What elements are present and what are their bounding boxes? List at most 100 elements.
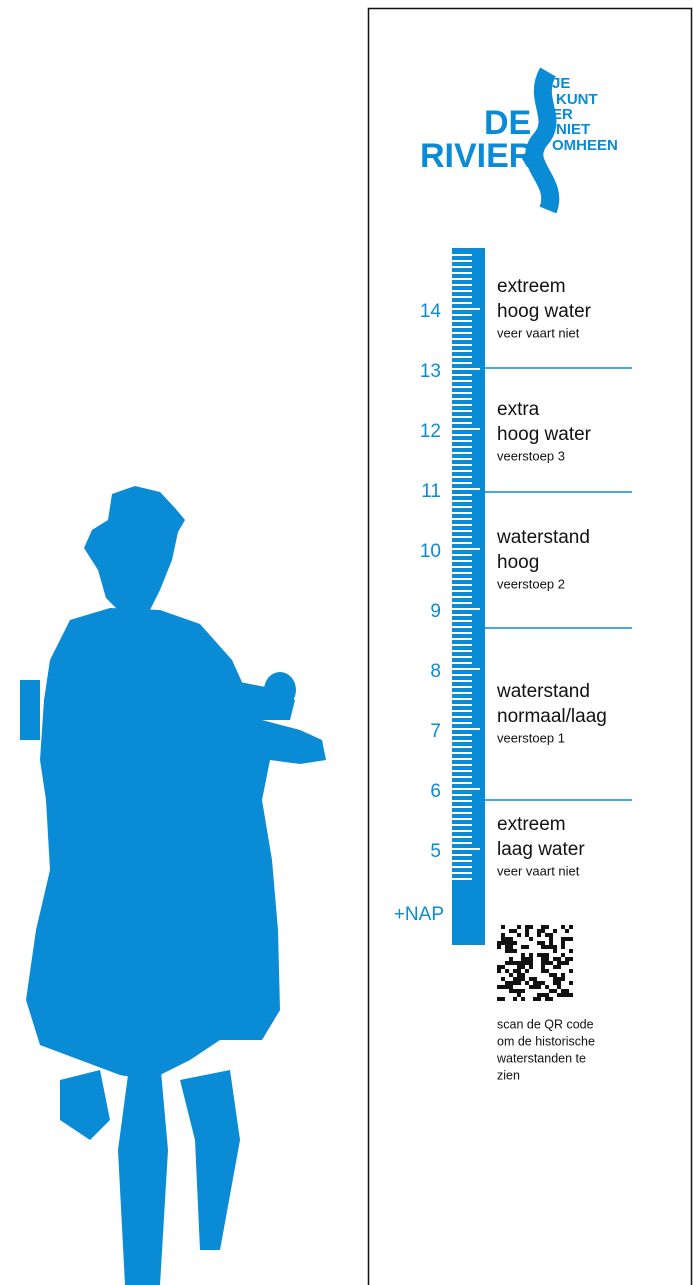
qr-cell bbox=[521, 945, 525, 949]
zone-title: waterstand bbox=[496, 681, 590, 702]
scale-label: 9 bbox=[430, 601, 441, 622]
qr-cell bbox=[513, 941, 517, 945]
logo-de: DE bbox=[484, 104, 531, 142]
qr-cell bbox=[513, 997, 517, 1001]
qr-cell bbox=[501, 937, 505, 941]
zone-title: extra bbox=[497, 399, 540, 420]
qr-cell bbox=[521, 965, 525, 969]
qr-cell bbox=[569, 993, 573, 997]
qr-cell bbox=[509, 961, 513, 965]
qr-cell bbox=[529, 977, 533, 981]
qr-cell bbox=[561, 945, 565, 949]
qr-cell bbox=[569, 937, 573, 941]
scale-label: 12 bbox=[420, 421, 441, 442]
qr-cell bbox=[509, 973, 513, 977]
zone-title: normaal/laag bbox=[497, 706, 607, 727]
qr-cell bbox=[541, 929, 545, 933]
qr-cell bbox=[505, 937, 509, 941]
qr-cell bbox=[517, 973, 521, 977]
qr-cell bbox=[497, 997, 501, 1001]
qr-code bbox=[497, 925, 573, 1001]
qr-cell bbox=[541, 953, 545, 957]
qr-cell bbox=[533, 997, 537, 1001]
qr-cell bbox=[541, 941, 545, 945]
qr-cell bbox=[541, 945, 545, 949]
zone-title: extreem bbox=[497, 276, 566, 297]
logo-motto: NIET bbox=[556, 121, 590, 138]
qr-cell bbox=[529, 985, 533, 989]
qr-cell bbox=[545, 953, 549, 957]
qr-cell bbox=[561, 977, 565, 981]
qr-cell bbox=[529, 961, 533, 965]
zone-note: veerstoep 1 bbox=[497, 730, 565, 745]
qr-cell bbox=[541, 965, 545, 969]
qr-caption: waterstanden te bbox=[496, 1051, 586, 1065]
qr-cell bbox=[501, 965, 505, 969]
qr-cell bbox=[565, 937, 569, 941]
qr-cell bbox=[509, 985, 513, 989]
qr-cell bbox=[537, 993, 541, 997]
qr-cell bbox=[569, 949, 573, 953]
qr-cell bbox=[505, 961, 509, 965]
qr-cell bbox=[545, 993, 549, 997]
qr-cell bbox=[529, 937, 533, 941]
qr-cell bbox=[541, 993, 545, 997]
qr-cell bbox=[501, 985, 505, 989]
qr-cell bbox=[509, 949, 513, 953]
scale-label: 6 bbox=[430, 781, 441, 802]
qr-cell bbox=[525, 933, 529, 937]
scale-label: 11 bbox=[421, 481, 441, 502]
qr-cell bbox=[561, 937, 565, 941]
qr-cell bbox=[537, 981, 541, 985]
ticks bbox=[452, 254, 480, 880]
logo-motto: OMHEEN bbox=[552, 137, 618, 154]
qr-cell bbox=[521, 973, 525, 977]
qr-cell bbox=[553, 989, 557, 993]
qr-cell bbox=[517, 965, 521, 969]
qr-cell bbox=[545, 961, 549, 965]
qr-cell bbox=[549, 989, 553, 993]
qr-cell bbox=[525, 981, 529, 985]
qr-cell bbox=[537, 985, 541, 989]
qr-cell bbox=[537, 997, 541, 1001]
qr-cell bbox=[541, 925, 545, 929]
qr-cell bbox=[525, 969, 529, 973]
qr-cell bbox=[553, 945, 557, 949]
qr-cell bbox=[521, 997, 525, 1001]
logo-motto: ER bbox=[552, 106, 573, 123]
qr-cell bbox=[561, 941, 565, 945]
qr-cell bbox=[529, 953, 533, 957]
qr-cell bbox=[517, 925, 521, 929]
zone-note: veer vaart niet bbox=[497, 863, 580, 878]
qr-cell bbox=[505, 941, 509, 945]
qr-cell bbox=[517, 977, 521, 981]
qr-cell bbox=[545, 997, 549, 1001]
qr-cell bbox=[561, 925, 565, 929]
qr-cell bbox=[565, 957, 569, 961]
qr-cell bbox=[545, 933, 549, 937]
qr-cell bbox=[517, 993, 521, 997]
qr-cell bbox=[557, 965, 561, 969]
qr-cell bbox=[509, 981, 513, 985]
qr-cell bbox=[521, 957, 525, 961]
qr-cell bbox=[565, 993, 569, 997]
qr-cell bbox=[561, 993, 565, 997]
qr-cell bbox=[525, 945, 529, 949]
qr-cell bbox=[521, 989, 525, 993]
scale-label: 8 bbox=[430, 661, 441, 682]
qr-cell bbox=[509, 937, 513, 941]
qr-cell bbox=[565, 929, 569, 933]
qr-cell bbox=[569, 969, 573, 973]
qr-cell bbox=[545, 925, 549, 929]
qr-cell bbox=[549, 937, 553, 941]
qr-cell bbox=[517, 981, 521, 985]
qr-cell bbox=[513, 981, 517, 985]
qr-cell bbox=[541, 981, 545, 985]
qr-cell bbox=[557, 981, 561, 985]
scale-label: +NAP bbox=[394, 904, 444, 925]
logo-rivier: RIVIER bbox=[420, 137, 533, 175]
qr-cell bbox=[541, 961, 545, 965]
zone-title: laag water bbox=[497, 839, 585, 860]
qr-cell bbox=[549, 945, 553, 949]
